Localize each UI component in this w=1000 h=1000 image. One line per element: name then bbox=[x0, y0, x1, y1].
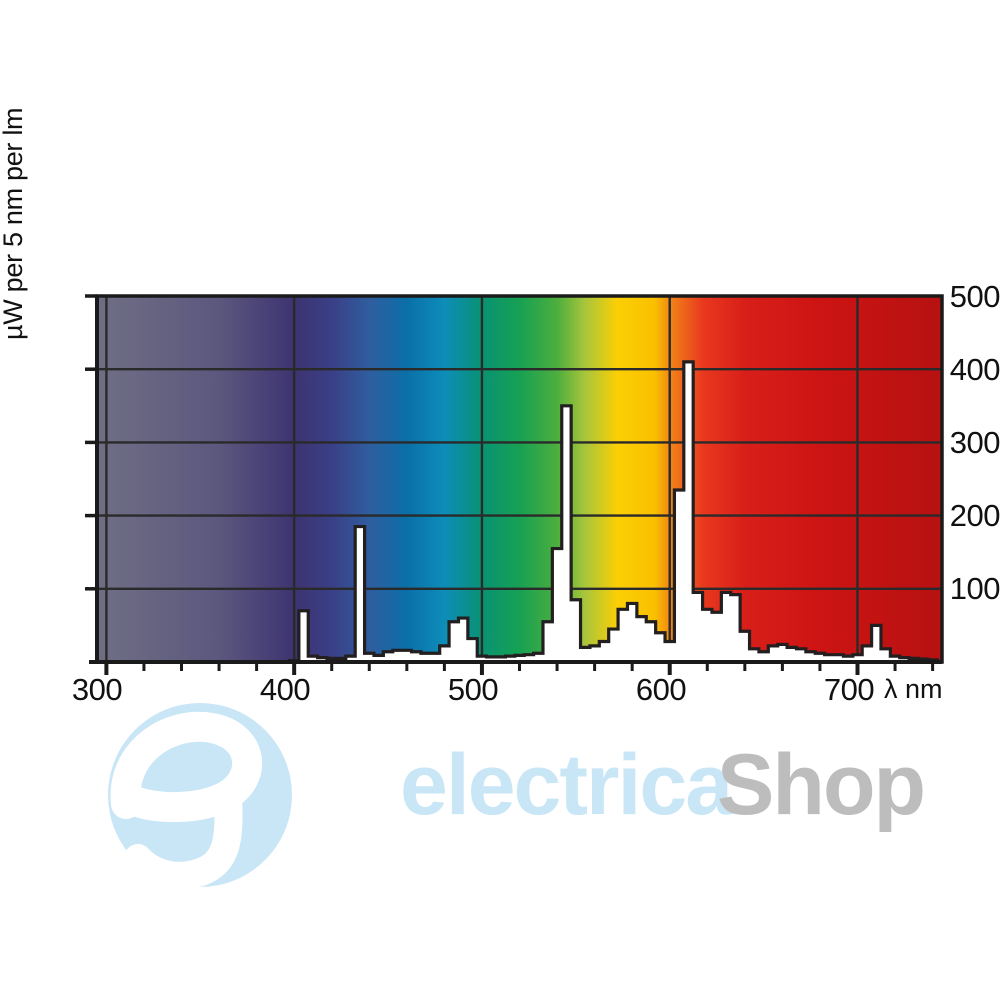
x-tick-label-500: 500 bbox=[447, 672, 499, 707]
x-tick-label-600: 600 bbox=[635, 672, 687, 707]
y-tick-label-500: 500 bbox=[949, 279, 1000, 314]
y-tick-label-400: 400 bbox=[949, 352, 1000, 387]
x-axis-ticks bbox=[85, 294, 942, 675]
x-axis-title: λ nm bbox=[884, 674, 943, 704]
x-tick-label-700: 700 bbox=[823, 672, 875, 707]
spectrum-background bbox=[97, 296, 942, 662]
y-tick-label-100: 100 bbox=[949, 571, 1000, 606]
x-tick-label-400: 400 bbox=[259, 672, 311, 707]
spectral-curve bbox=[99, 360, 942, 662]
x-tick-label-300: 300 bbox=[71, 672, 123, 707]
y-tick-label-300: 300 bbox=[949, 425, 1000, 460]
y-tick-label-200: 200 bbox=[949, 498, 1000, 533]
gridlines bbox=[97, 296, 942, 662]
